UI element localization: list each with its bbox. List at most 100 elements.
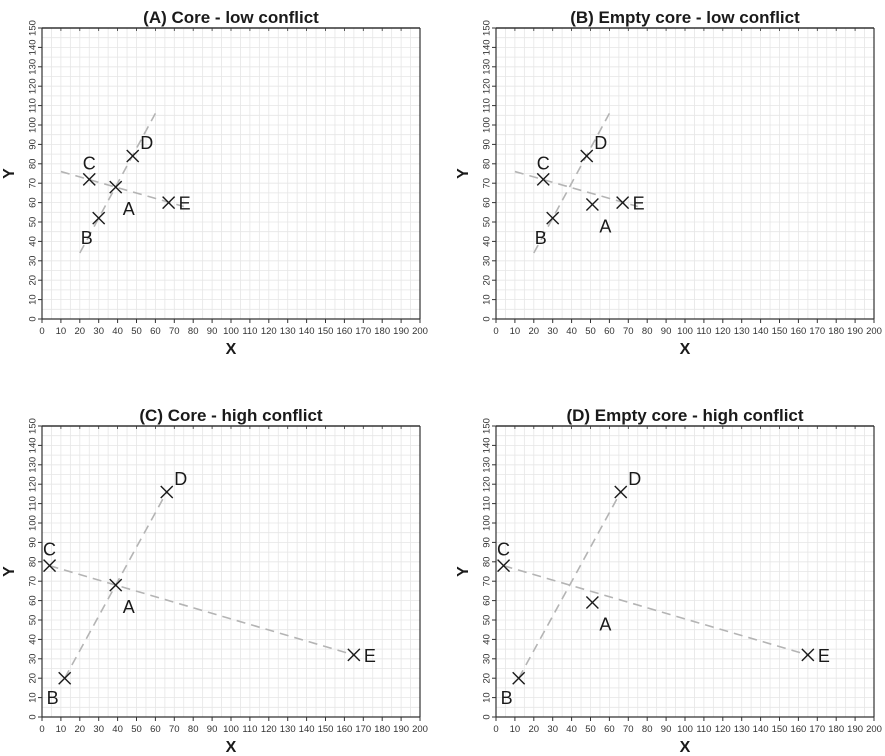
x-tick-label: 180 xyxy=(828,724,844,735)
x-tick-label: 160 xyxy=(790,724,806,735)
y-tick-label: 10 xyxy=(482,692,493,703)
x-tick-label: 90 xyxy=(207,326,218,337)
y-tick-label: 50 xyxy=(28,217,39,228)
x-axis-title: X xyxy=(680,739,691,756)
y-tick-label: 40 xyxy=(482,634,493,645)
point-label: D xyxy=(140,133,153,153)
x-tick-label: 200 xyxy=(866,724,882,735)
x-tick-label: 180 xyxy=(374,326,390,337)
x-tick-label: 0 xyxy=(493,326,498,337)
y-tick-label: 100 xyxy=(482,117,493,133)
point-marker xyxy=(162,196,176,210)
y-tick-label: 140 xyxy=(482,39,493,55)
y-axis-title: Y xyxy=(1,168,18,179)
x-tick-label: 30 xyxy=(93,326,104,337)
marker-stroke xyxy=(109,578,123,592)
x-tick-label: 100 xyxy=(677,326,693,337)
marker-stroke xyxy=(614,485,628,499)
x-tick-label: 100 xyxy=(223,326,239,337)
x-tick-label: 110 xyxy=(242,326,257,337)
x-tick-label: 110 xyxy=(696,326,711,337)
y-tick-label: 90 xyxy=(482,139,493,150)
x-tick-label: 130 xyxy=(280,326,296,337)
point-marker xyxy=(580,149,594,163)
dashed-line xyxy=(533,112,611,254)
x-tick-label: 10 xyxy=(510,326,521,337)
marker-stroke xyxy=(580,149,594,163)
marker-stroke xyxy=(347,648,361,662)
y-tick-label: 150 xyxy=(482,418,493,434)
y-tick-label: 10 xyxy=(28,692,39,703)
x-tick-label: 160 xyxy=(336,326,352,337)
x-tick-label: 200 xyxy=(412,326,428,337)
y-tick-label: 30 xyxy=(482,654,493,665)
x-tick-label: 40 xyxy=(566,724,577,735)
y-tick-label: 30 xyxy=(28,256,39,267)
y-tick-label: 70 xyxy=(482,178,493,189)
y-tick-label: 120 xyxy=(482,476,493,492)
x-tick-label: 30 xyxy=(547,724,558,735)
point-marker xyxy=(347,648,361,662)
y-axis-title: Y xyxy=(455,168,472,179)
x-tick-label: 40 xyxy=(566,326,577,337)
x-tick-label: 40 xyxy=(112,326,123,337)
x-tick-label: 10 xyxy=(56,724,67,735)
y-tick-label: 50 xyxy=(482,615,493,626)
x-tick-label: 190 xyxy=(847,724,863,735)
marker-stroke xyxy=(585,596,599,610)
point-marker xyxy=(92,211,106,225)
y-tick-label: 70 xyxy=(28,576,39,587)
x-tick-label: 130 xyxy=(734,724,750,735)
y-tick-label: 140 xyxy=(482,437,493,453)
marker-stroke xyxy=(82,172,96,186)
point-marker xyxy=(616,196,630,210)
marker-stroke xyxy=(801,648,815,662)
x-tick-label: 110 xyxy=(242,724,257,735)
y-tick-label: 30 xyxy=(28,654,39,665)
x-tick-label: 10 xyxy=(510,724,521,735)
point-marker xyxy=(585,198,599,212)
y-tick-label: 100 xyxy=(28,117,39,133)
x-tick-label: 170 xyxy=(809,326,825,337)
chart-title: (D) Empty core - high conflict xyxy=(566,406,803,425)
x-tick-label: 190 xyxy=(393,326,409,337)
x-tick-label: 60 xyxy=(604,326,615,337)
x-tick-label: 20 xyxy=(529,326,540,337)
y-tick-label: 20 xyxy=(28,673,39,684)
x-tick-label: 60 xyxy=(150,326,161,337)
chart-title: (C) Core - high conflict xyxy=(139,406,323,425)
point-label: E xyxy=(633,194,645,214)
point-marker xyxy=(82,172,96,186)
x-tick-label: 0 xyxy=(39,326,44,337)
x-tick-label: 120 xyxy=(715,724,731,735)
y-tick-label: 20 xyxy=(28,275,39,286)
dashed-line xyxy=(503,564,809,656)
y-tick-label: 110 xyxy=(482,98,493,113)
point-marker xyxy=(512,671,526,685)
marker-stroke xyxy=(616,196,630,210)
y-tick-label: 120 xyxy=(28,476,39,492)
y-tick-label: 140 xyxy=(28,437,39,453)
y-tick-label: 130 xyxy=(28,59,39,75)
marker-stroke xyxy=(126,149,140,163)
x-tick-label: 150 xyxy=(318,326,334,337)
y-tick-label: 20 xyxy=(482,673,493,684)
point-label: B xyxy=(81,228,93,248)
x-tick-label: 60 xyxy=(150,724,161,735)
x-tick-label: 0 xyxy=(39,724,44,735)
chart-panel: (D) Empty core - high conflict 0 10 20 30 40 5… xyxy=(455,406,882,756)
y-tick-label: 60 xyxy=(28,595,39,606)
y-tick-label: 40 xyxy=(482,236,493,247)
y-tick-label: 100 xyxy=(482,515,493,531)
x-tick-label: 190 xyxy=(393,724,409,735)
point-label: C xyxy=(537,153,550,173)
x-tick-label: 0 xyxy=(493,724,498,735)
x-tick-label: 60 xyxy=(604,724,615,735)
x-tick-label: 90 xyxy=(207,724,218,735)
y-tick-label: 80 xyxy=(482,159,493,170)
y-tick-label: 70 xyxy=(28,178,39,189)
point-marker xyxy=(43,559,57,573)
x-tick-label: 50 xyxy=(131,326,142,337)
x-tick-label: 200 xyxy=(412,724,428,735)
point-marker xyxy=(58,671,72,685)
